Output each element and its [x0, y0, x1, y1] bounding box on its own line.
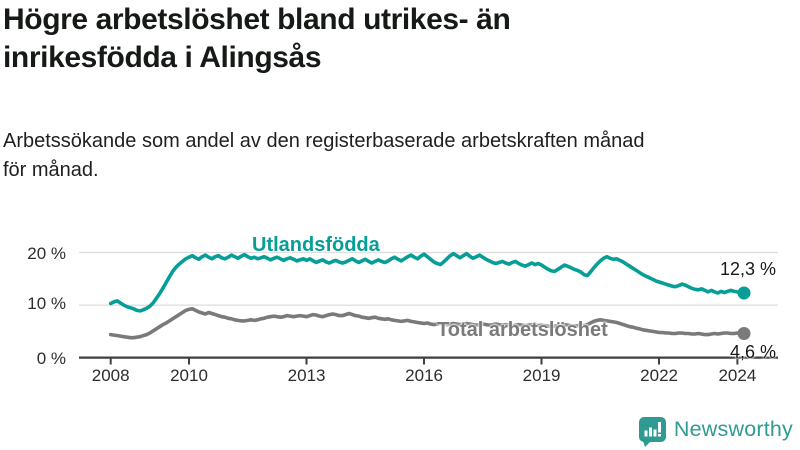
x-axis-tick-label-2008: 2008: [91, 366, 130, 385]
newsworthy-wordmark: Newsworthy: [673, 416, 793, 441]
end-value-label-utlandsfodda: 12,3 %: [719, 259, 776, 279]
x-axis-tick-label-2022: 2022: [640, 366, 678, 385]
page-title-line-1: Högre arbetslöshet bland utrikes- än: [3, 3, 511, 36]
chart-subtitle-line-1: Arbetssökande som andel av den registerb…: [3, 130, 645, 152]
series-end-dot: [737, 327, 751, 340]
chart-subtitle: Arbetssökande som andel av den registerb…: [3, 127, 793, 185]
series-label-total-arbetsloshet: Total arbetslöshet: [437, 319, 608, 341]
series-line: [108, 251, 746, 313]
x-axis-tick-label-2016: 2016: [405, 366, 443, 385]
page-title-line-2: inrikesfödda i Alingsås: [3, 41, 322, 74]
y-axis-tick-label-10: 10 %: [27, 294, 66, 313]
series-label-utlandsfodda: Utlandsfödda: [252, 234, 380, 256]
x-axis-tick-label-2013: 2013: [287, 366, 326, 385]
y-axis-tick-label-20: 20 %: [27, 244, 66, 263]
y-axis-tick-label-0: 0 %: [36, 349, 66, 368]
page-title: Högre arbetslöshet bland utrikes- än inr…: [3, 1, 783, 77]
x-axis-tick-label-2019: 2019: [522, 366, 561, 385]
series-line: [108, 306, 746, 340]
newsworthy-logo[interactable]: Newsworthy: [638, 414, 793, 444]
series-end-dot: [737, 286, 751, 300]
newsworthy-bar-chart-icon: [638, 416, 666, 442]
end-value-label-total: 4,6 %: [729, 342, 776, 362]
chart-subtitle-line-2: för månad.: [3, 159, 99, 181]
x-axis-tick-label-2024: 2024: [718, 366, 757, 385]
x-axis-tick-label-2010: 2010: [170, 366, 208, 385]
